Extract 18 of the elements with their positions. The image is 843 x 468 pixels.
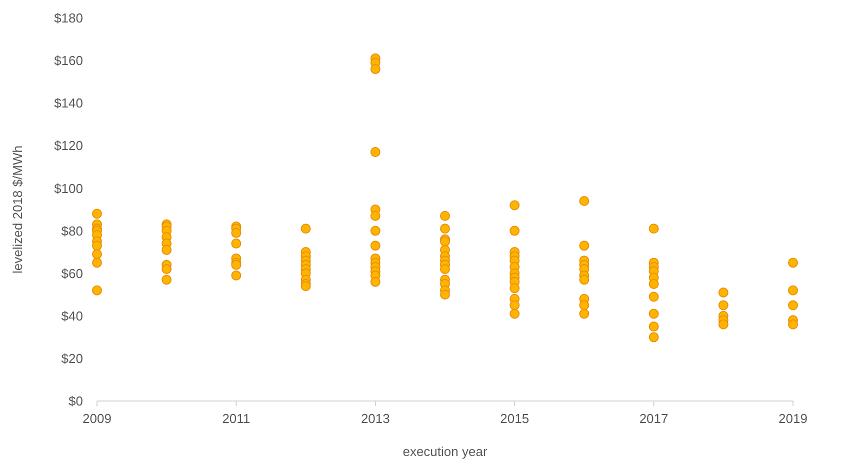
y-tick-label: $120 xyxy=(54,138,83,154)
x-tick-label: 2013 xyxy=(360,411,390,426)
x-tick-label: 2009 xyxy=(82,411,112,426)
y-tick-label: $140 xyxy=(54,96,83,111)
x-tick-label: 2017 xyxy=(639,411,668,426)
x-tick-label: 2019 xyxy=(778,411,808,426)
y-tick-label: $100 xyxy=(54,180,83,196)
y-tick-label: $0 xyxy=(68,394,83,409)
y-tick-label: $80 xyxy=(61,223,83,238)
y-tick-label: $40 xyxy=(61,308,83,324)
y-tick-label: $160 xyxy=(54,53,83,68)
y-tick-label: $60 xyxy=(61,266,83,281)
y-tick-label: $180 xyxy=(54,10,83,26)
x-axis-title: execution year xyxy=(402,444,488,459)
y-tick-label: $20 xyxy=(61,350,83,366)
y-axis-title: levelized 2018 $/MWh xyxy=(10,146,25,274)
x-tick-label: 2015 xyxy=(500,411,530,426)
x-tick-label: 2011 xyxy=(222,411,250,426)
